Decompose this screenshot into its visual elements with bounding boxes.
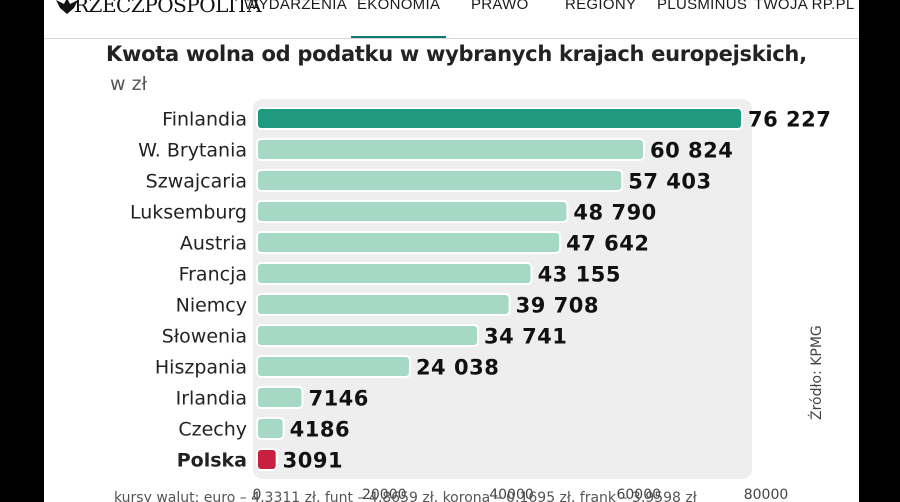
- nav-item-twoja-rp[interactable]: TWOJA RP.PL: [754, 0, 855, 13]
- nav-item-regiony[interactable]: REGIONY: [565, 0, 637, 13]
- value-label: 47 642: [566, 232, 649, 256]
- value-label: 57 403: [628, 170, 711, 194]
- bar-hiszpania: [256, 355, 411, 378]
- nav-divider: [44, 38, 859, 39]
- nav-item-plusminus[interactable]: PLUSMINUS: [657, 0, 748, 13]
- category-label: Finlandia: [162, 109, 247, 131]
- category-label: Francja: [179, 264, 247, 286]
- top-navigation: RZECZPOSPOLITA WYDARZENIA EKONOMIA PRAWO…: [44, 0, 859, 39]
- bar-luksemburg: [256, 200, 569, 223]
- bar-w-brytania: [256, 138, 645, 161]
- x-tick-label: 60000: [616, 487, 661, 502]
- site-logo[interactable]: RZECZPOSPOLITA: [74, 0, 262, 17]
- category-label: Słowenia: [162, 326, 247, 348]
- category-label: W. Brytania: [138, 140, 247, 162]
- source-label: Źródło: KPMG: [809, 325, 825, 420]
- chart-subtitle: w zł: [110, 73, 147, 95]
- currency-footnote: kursy walut: euro – 4,3311 zł, funt – 4,…: [114, 490, 697, 502]
- bar-francja: [256, 262, 533, 285]
- value-label: 48 790: [573, 201, 656, 225]
- value-label: 43 155: [538, 263, 621, 287]
- category-label: Irlandia: [176, 388, 247, 410]
- bar-irlandia: [256, 386, 304, 409]
- nav-item-ekonomia[interactable]: EKONOMIA: [350, 0, 447, 39]
- category-label: Luksemburg: [130, 202, 247, 224]
- bar-polska: [256, 448, 278, 471]
- bar-finlandia: [256, 107, 743, 130]
- value-label: 3091: [283, 449, 343, 473]
- value-label: 60 824: [650, 139, 733, 163]
- bar-chart: Finlandia 76 227 W. Brytania 60 824 Szwajcar…: [130, 99, 831, 502]
- eagle-logo-icon: [56, 0, 78, 14]
- value-label: 39 708: [516, 294, 599, 318]
- value-label: 7146: [308, 387, 368, 411]
- article-frame: RZECZPOSPOLITA WYDARZENIA EKONOMIA PRAWO…: [44, 0, 859, 502]
- nav-item-prawo[interactable]: PRAWO: [471, 0, 529, 13]
- bar-s-owenia: [256, 324, 480, 347]
- nav-item-wydarzenia[interactable]: WYDARZENIA: [244, 0, 348, 13]
- bar-niemcy: [256, 293, 511, 316]
- category-label: Polska: [177, 450, 247, 472]
- x-tick-label: 0: [253, 487, 262, 502]
- value-label: 34 741: [484, 325, 567, 349]
- bar-szwajcaria: [256, 169, 624, 192]
- plot-background: [253, 99, 752, 479]
- chart-title: Kwota wolna od podatku w wybranych kraja…: [106, 42, 807, 66]
- value-label: 4186: [290, 418, 350, 442]
- category-label: Austria: [180, 233, 247, 255]
- value-label: 24 038: [416, 356, 499, 380]
- x-tick-label: 20000: [362, 487, 407, 502]
- value-label: 76 227: [748, 108, 831, 132]
- category-label: Hiszpania: [155, 357, 247, 379]
- category-label: Czechy: [178, 419, 247, 441]
- category-label: Niemcy: [176, 295, 247, 317]
- x-tick-label: 80000: [744, 487, 789, 502]
- bar-austria: [256, 231, 562, 254]
- bar-czechy: [256, 417, 285, 440]
- category-label: Szwajcaria: [146, 171, 247, 193]
- x-tick-label: 40000: [489, 487, 534, 502]
